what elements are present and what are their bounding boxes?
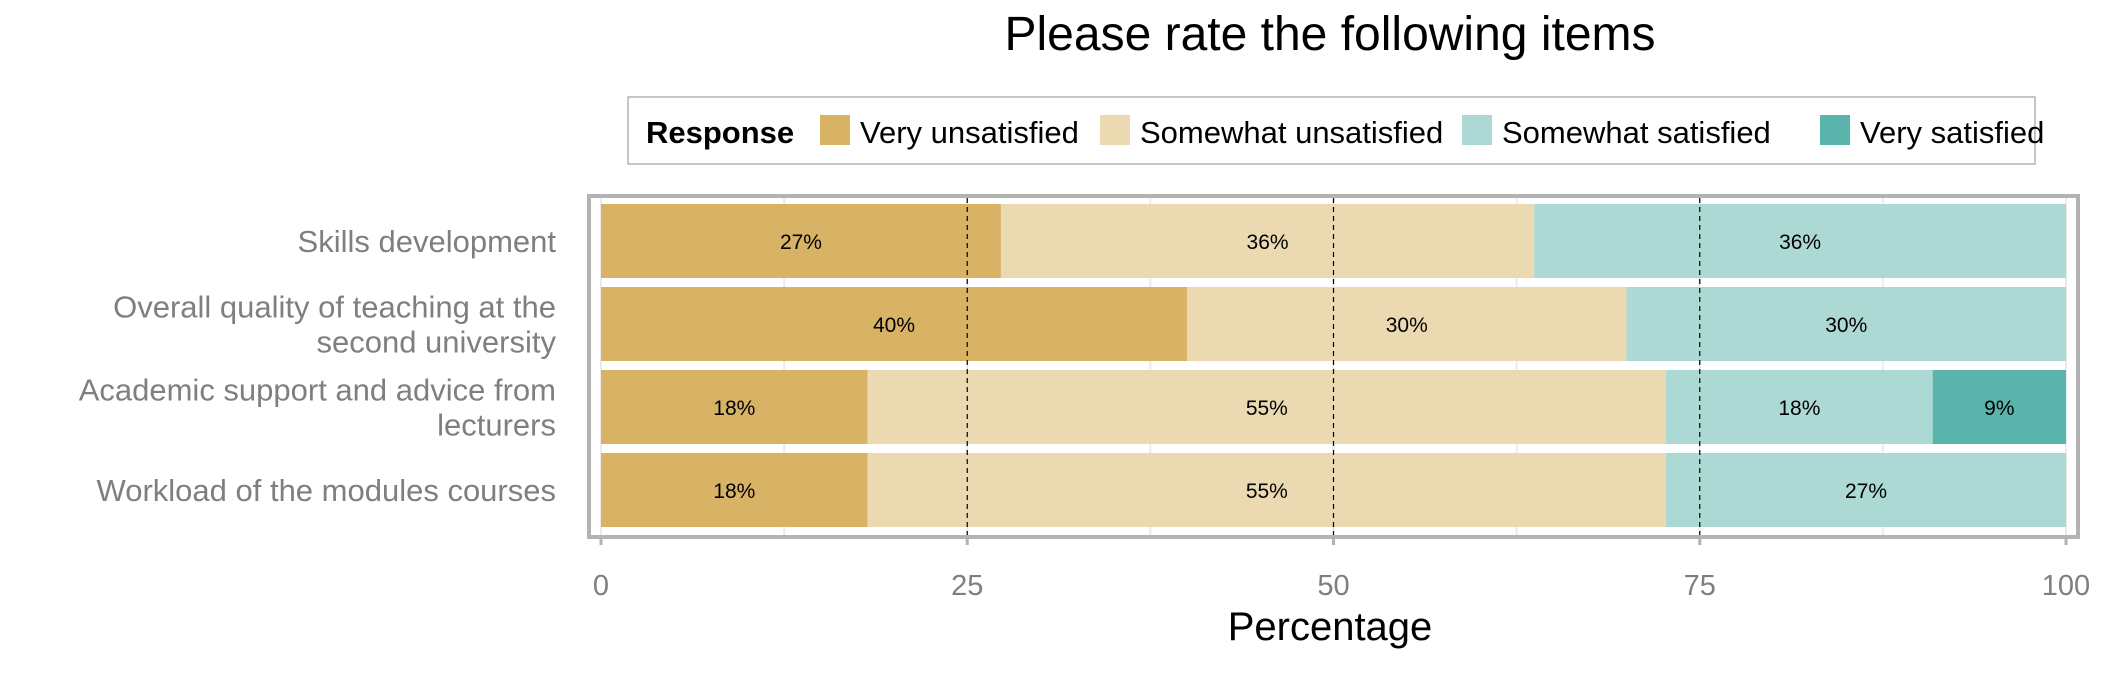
bar-value-label: 18%	[713, 480, 755, 503]
bar-segment	[867, 370, 1667, 444]
bar-labels: 27% 36% 36% 40% 30% 30% 18% 55% 18% 9% 18% 55% 27%	[713, 231, 2014, 503]
x-tick-label: 0	[593, 570, 609, 602]
bar-segment	[601, 370, 868, 444]
bar-value-label: 40%	[873, 314, 915, 337]
bar-value-label: 18%	[1778, 397, 1820, 420]
bar-value-label: 30%	[1386, 314, 1428, 337]
legend-key	[820, 115, 850, 145]
bar-value-label: 27%	[1845, 480, 1887, 503]
legend-title: Response	[646, 115, 794, 150]
bar-value-label: 55%	[1246, 480, 1288, 503]
reference-lines	[966, 198, 1701, 535]
x-tick-label: 25	[951, 570, 983, 602]
bar-segment	[1666, 453, 2066, 527]
category-label: Workload of the modules courses	[97, 473, 557, 508]
x-tick-label: 100	[2042, 570, 2090, 602]
category-label: Skills development	[298, 224, 557, 259]
bar-value-label: 36%	[1247, 231, 1289, 254]
x-tick-label: 50	[1317, 570, 1349, 602]
legend-key	[1100, 115, 1130, 145]
bar-value-label: 36%	[1779, 231, 1821, 254]
x-axis-title: Percentage	[1228, 605, 1433, 649]
bar-segment	[601, 453, 868, 527]
bar-segment	[601, 204, 1001, 278]
legend-key	[1462, 115, 1492, 145]
bar-segment	[1187, 287, 1627, 361]
legend-box	[627, 96, 2036, 165]
bar-value-label: 18%	[713, 397, 755, 420]
bar-segment	[1666, 370, 1933, 444]
bar-segment	[1534, 204, 2066, 278]
legend-key	[1820, 115, 1850, 145]
bar-value-label: 30%	[1825, 314, 1867, 337]
legend-entry: Very satisfied	[1860, 115, 2044, 150]
legend-entry: Somewhat satisfied	[1502, 115, 1771, 150]
bar-segment	[601, 287, 1187, 361]
legend: Response Very unsatisfied Somewhat unsatis…	[627, 96, 2044, 165]
chart-title: Please rate the following items	[1005, 8, 1656, 61]
bar-segment	[1932, 370, 2066, 444]
legend-entry: Somewhat unsatisfied	[1140, 115, 1443, 150]
legend-entry: Very unsatisfied	[860, 115, 1079, 150]
bars	[601, 204, 2066, 527]
bar-value-label: 9%	[1984, 397, 2014, 420]
x-tick-label: 75	[1684, 570, 1716, 602]
bar-segment	[1000, 204, 1535, 278]
x-axis-ticks: 0 25 50 75 100	[593, 537, 2090, 602]
bar-value-label: 27%	[780, 231, 822, 254]
category-label: Academic support and advice from lecturer…	[79, 373, 556, 443]
bar-segment	[867, 453, 1667, 527]
category-labels: Skills development Overall quality of tea…	[79, 224, 557, 508]
bar-value-label: 55%	[1246, 397, 1288, 420]
category-label: Overall quality of teaching at the second…	[113, 290, 556, 360]
